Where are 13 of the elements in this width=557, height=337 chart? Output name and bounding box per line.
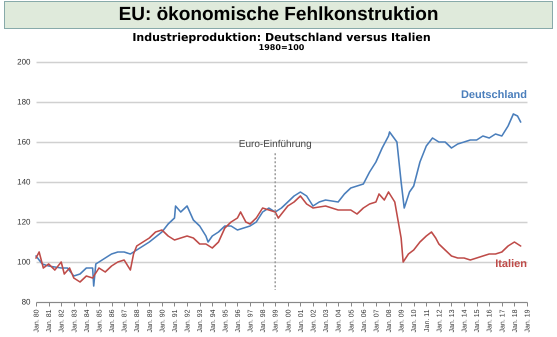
ref-line-label: Euro-Einführung xyxy=(238,139,312,150)
y-tick-label: 160 xyxy=(17,138,32,146)
y-tick-label: 120 xyxy=(17,218,32,226)
y-tick-label: 100 xyxy=(17,258,32,266)
series-label: Deutschland xyxy=(460,89,527,101)
y-tick-label: 200 xyxy=(17,58,32,66)
y-tick-label: 140 xyxy=(17,178,32,186)
y-tick-label: 180 xyxy=(17,98,32,106)
chart-title: EU: ökonomische Fehlkonstruktion xyxy=(4,1,553,29)
y-tick-label: 80 xyxy=(22,298,32,306)
text: 1980=100 xyxy=(258,43,305,52)
chart-subtitle: Industrieproduktion: Deutschland versus Italien xyxy=(132,31,431,44)
series-label: Italien xyxy=(495,258,528,270)
